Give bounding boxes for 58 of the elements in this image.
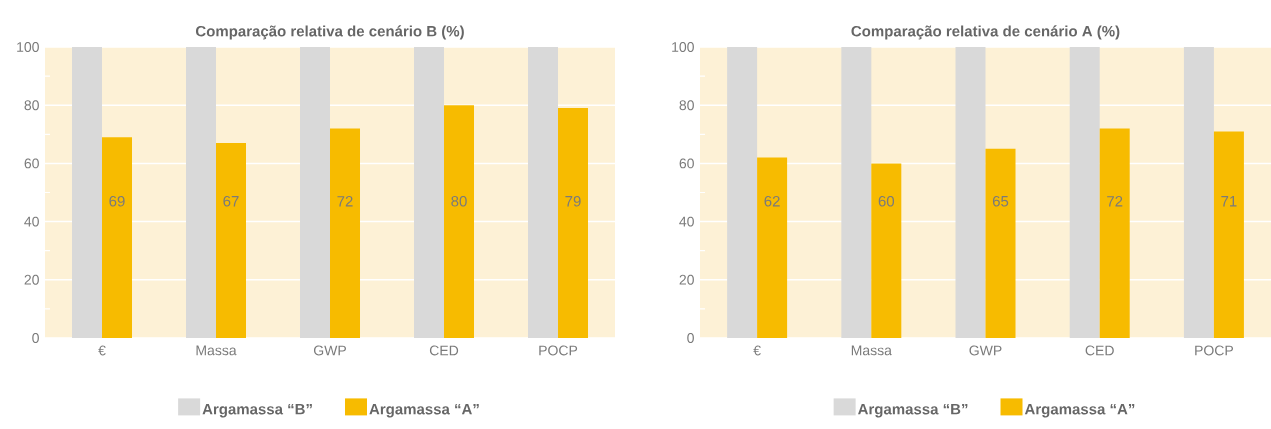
data-label: 71 bbox=[1221, 196, 1237, 207]
data-label: 62 bbox=[764, 195, 780, 207]
bar bbox=[1213, 131, 1244, 338]
legend-label: Argamassa “B” bbox=[202, 403, 312, 418]
bar bbox=[414, 47, 445, 338]
x-tick-label: € bbox=[98, 345, 106, 356]
legend-label: Argamassa “A” bbox=[1024, 403, 1135, 418]
bar bbox=[216, 143, 246, 338]
bar bbox=[444, 105, 475, 338]
bar bbox=[72, 47, 103, 338]
x-tick-label: GWP bbox=[969, 345, 1002, 356]
bar bbox=[186, 47, 217, 338]
x-tick-label: CED bbox=[1085, 345, 1114, 356]
y-tick-label: 20 bbox=[24, 274, 39, 285]
y-tick-label: 0 bbox=[687, 333, 694, 343]
y-tick-label: 40 bbox=[679, 216, 694, 227]
x-tick-label: GWP bbox=[313, 345, 346, 356]
legend-label: Argamassa “A” bbox=[369, 403, 479, 418]
y-tick-label: 40 bbox=[24, 216, 39, 227]
data-label: 79 bbox=[565, 195, 581, 207]
data-label: 72 bbox=[337, 195, 353, 207]
legend-label: Argamassa “B” bbox=[858, 403, 968, 418]
x-tick-label: € bbox=[753, 345, 761, 356]
data-label: 67 bbox=[223, 195, 239, 207]
y-tick-label: 100 bbox=[17, 42, 39, 52]
bar bbox=[528, 47, 559, 338]
x-tick-label: CED bbox=[429, 345, 459, 356]
data-label: 65 bbox=[992, 195, 1009, 207]
x-tick-label: POCP bbox=[539, 345, 578, 356]
y-tick-label: 20 bbox=[679, 274, 694, 285]
y-tick-label: 0 bbox=[32, 333, 39, 343]
data-label: 80 bbox=[451, 195, 467, 207]
bar bbox=[1183, 47, 1214, 338]
y-tick-label: 80 bbox=[24, 100, 39, 111]
bar bbox=[955, 47, 986, 338]
data-label: 72 bbox=[1107, 195, 1123, 207]
y-tick-label: 80 bbox=[679, 100, 694, 111]
data-label: 69 bbox=[109, 195, 125, 207]
y-tick-label: 60 bbox=[679, 158, 694, 169]
bar bbox=[300, 47, 331, 338]
x-tick-label: Massa bbox=[196, 345, 237, 356]
chart-title: Comparação relativa de cenário B (%) bbox=[195, 25, 464, 40]
y-tick-label: 60 bbox=[24, 158, 39, 169]
bar bbox=[985, 148, 1016, 338]
bar bbox=[727, 47, 758, 338]
bar bbox=[871, 163, 902, 338]
x-tick-label: Massa bbox=[851, 345, 892, 356]
bar bbox=[330, 128, 361, 338]
data-label: 60 bbox=[878, 195, 895, 207]
bar bbox=[102, 137, 132, 338]
bar bbox=[1069, 47, 1100, 338]
x-tick-label: POCP bbox=[1195, 345, 1234, 356]
bar bbox=[841, 47, 872, 338]
bar bbox=[558, 108, 589, 338]
bar bbox=[757, 157, 788, 338]
bar bbox=[1099, 128, 1130, 338]
chart-title: Comparação relativa de cenário A (%) bbox=[851, 25, 1120, 40]
y-tick-label: 100 bbox=[672, 42, 694, 52]
